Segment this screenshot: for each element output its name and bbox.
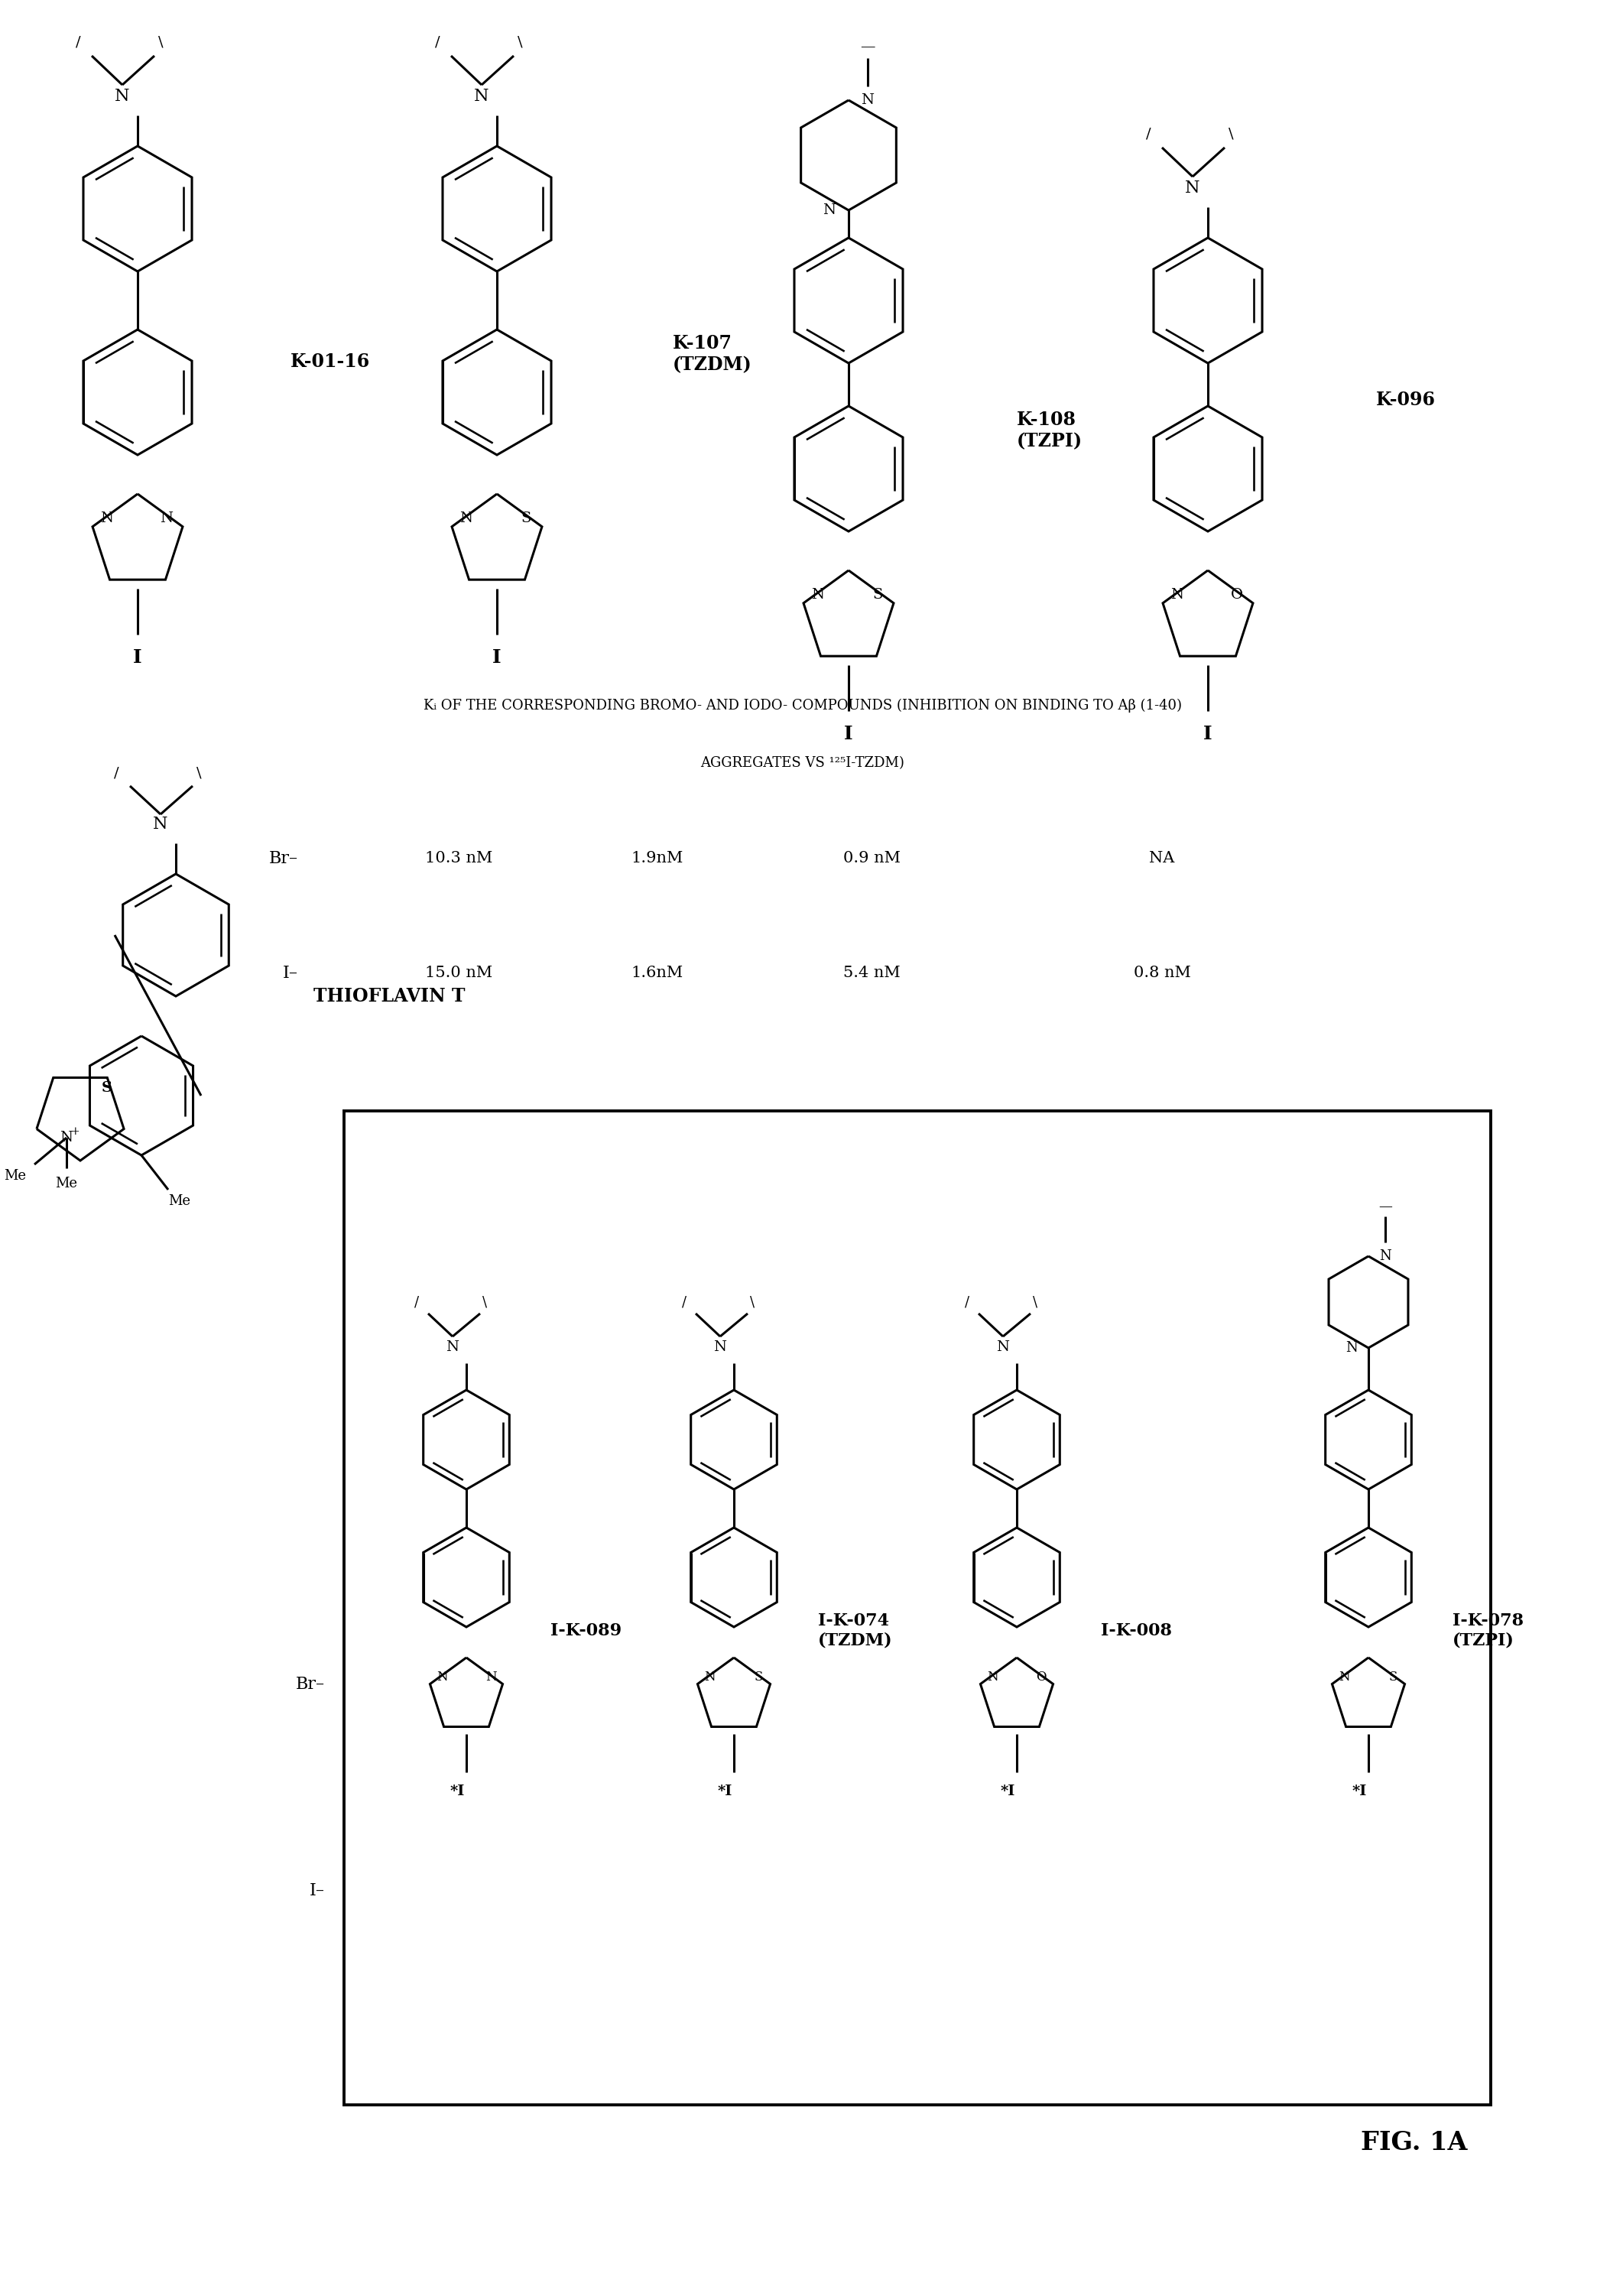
Text: I-K-089: I-K-089: [550, 1623, 622, 1639]
Text: 0.8 nM: 0.8 nM: [1133, 967, 1191, 980]
Text: \: \: [157, 37, 162, 51]
Text: O: O: [1035, 1669, 1047, 1683]
Text: N: N: [704, 1669, 716, 1683]
Text: —: —: [1378, 1199, 1393, 1212]
Text: NA: NA: [1149, 852, 1175, 866]
Text: I: I: [1203, 726, 1212, 744]
Text: *I: *I: [450, 1784, 464, 1798]
Text: N: N: [862, 94, 875, 108]
Text: O: O: [1230, 588, 1243, 602]
Text: N: N: [459, 512, 472, 526]
Text: /: /: [964, 1295, 969, 1309]
Text: S: S: [873, 588, 883, 602]
Text: +: +: [70, 1127, 80, 1137]
Text: 1.9nM: 1.9nM: [631, 852, 683, 866]
Text: N: N: [115, 87, 130, 106]
Text: S: S: [1389, 1669, 1397, 1683]
Text: N: N: [1339, 1669, 1350, 1683]
Text: N: N: [1170, 588, 1183, 602]
Text: —: —: [860, 39, 875, 53]
Text: 0.9 nM: 0.9 nM: [842, 852, 901, 866]
Text: I: I: [492, 647, 502, 666]
Text: /: /: [682, 1295, 687, 1309]
Text: K-107
(TZDM): K-107 (TZDM): [674, 335, 751, 374]
Text: N: N: [153, 815, 169, 833]
Text: N: N: [823, 204, 836, 218]
Text: N: N: [485, 1669, 497, 1683]
Text: THIOFLAVIN T: THIOFLAVIN T: [313, 987, 466, 1006]
Text: I-K-074
(TZDM): I-K-074 (TZDM): [818, 1612, 893, 1649]
Text: \: \: [1032, 1295, 1037, 1309]
Text: I: I: [844, 726, 854, 744]
Text: I-K-078
(TZPI): I-K-078 (TZPI): [1453, 1612, 1524, 1649]
Text: S: S: [521, 512, 531, 526]
Text: *I: *I: [1000, 1784, 1014, 1798]
Text: N: N: [60, 1132, 73, 1146]
Text: N: N: [474, 87, 489, 106]
Text: N: N: [101, 512, 114, 526]
Text: K-108
(TZPI): K-108 (TZPI): [1016, 411, 1083, 450]
Text: \: \: [1229, 129, 1233, 142]
Text: Me: Me: [5, 1169, 26, 1182]
Text: Br–: Br–: [269, 850, 299, 868]
Text: N: N: [1185, 179, 1199, 197]
Text: N: N: [812, 588, 824, 602]
Text: \: \: [750, 1295, 755, 1309]
Bar: [344, 1111, 1492, 2105]
Text: 15.0 nM: 15.0 nM: [425, 967, 492, 980]
Text: Me: Me: [169, 1194, 192, 1208]
Text: Kᵢ OF THE CORRESPONDING BROMO- AND IODO- COMPOUNDS (INHIBITION ON BINDING TO Aβ : Kᵢ OF THE CORRESPONDING BROMO- AND IODO-…: [424, 698, 1182, 712]
Text: /: /: [414, 1295, 419, 1309]
Text: N: N: [1380, 1249, 1391, 1263]
Text: *I: *I: [717, 1784, 732, 1798]
Text: Br–: Br–: [295, 1676, 325, 1692]
Text: N: N: [714, 1341, 727, 1355]
Text: /: /: [1146, 129, 1151, 142]
Text: S: S: [102, 1081, 112, 1095]
Text: *I: *I: [1352, 1784, 1367, 1798]
Text: I-K-008: I-K-008: [1100, 1623, 1172, 1639]
Text: N: N: [997, 1341, 1010, 1355]
Text: \: \: [482, 1295, 487, 1309]
Text: /: /: [114, 767, 118, 781]
Text: \: \: [518, 37, 523, 51]
Text: N: N: [161, 512, 174, 526]
Text: /: /: [435, 37, 440, 51]
Text: Me: Me: [55, 1176, 78, 1189]
Text: N: N: [437, 1669, 448, 1683]
Text: AGGREGATES VS ¹²⁵I-TZDM): AGGREGATES VS ¹²⁵I-TZDM): [701, 755, 904, 769]
Text: \: \: [196, 767, 201, 781]
Text: K-096: K-096: [1376, 390, 1436, 409]
Text: 5.4 nM: 5.4 nM: [842, 967, 901, 980]
Text: I–: I–: [282, 964, 299, 983]
Text: 10.3 nM: 10.3 nM: [425, 852, 492, 866]
Text: I–: I–: [310, 1883, 325, 1899]
Text: S: S: [755, 1669, 763, 1683]
Text: N: N: [446, 1341, 459, 1355]
Text: N: N: [987, 1669, 998, 1683]
Text: 1.6nM: 1.6nM: [631, 967, 683, 980]
Text: /: /: [75, 37, 81, 51]
Text: FIG. 1A: FIG. 1A: [1362, 2131, 1467, 2156]
Text: N: N: [1345, 1341, 1357, 1355]
Text: K-01-16: K-01-16: [291, 354, 370, 372]
Text: I: I: [133, 647, 143, 666]
